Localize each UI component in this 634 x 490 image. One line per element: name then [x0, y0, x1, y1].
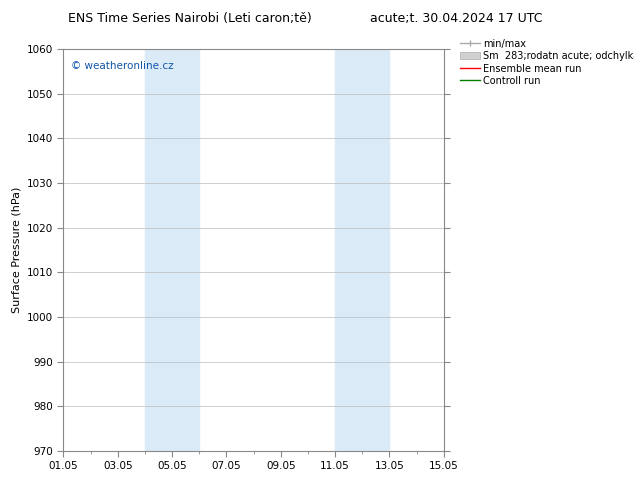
Text: © weatheronline.cz: © weatheronline.cz	[71, 61, 174, 71]
Bar	[335, 49, 389, 451]
Y-axis label: Surface Pressure (hPa): Surface Pressure (hPa)	[11, 187, 21, 313]
Text: acute;t. 30.04.2024 17 UTC: acute;t. 30.04.2024 17 UTC	[370, 12, 543, 25]
Bar	[145, 49, 199, 451]
Text: ENS Time Series Nairobi (Leti caron;tě): ENS Time Series Nairobi (Leti caron;tě)	[68, 12, 312, 25]
Legend: min/max, Sm  283;rodatn acute; odchylka, Ensemble mean run, Controll run: min/max, Sm 283;rodatn acute; odchylka, …	[458, 37, 634, 88]
